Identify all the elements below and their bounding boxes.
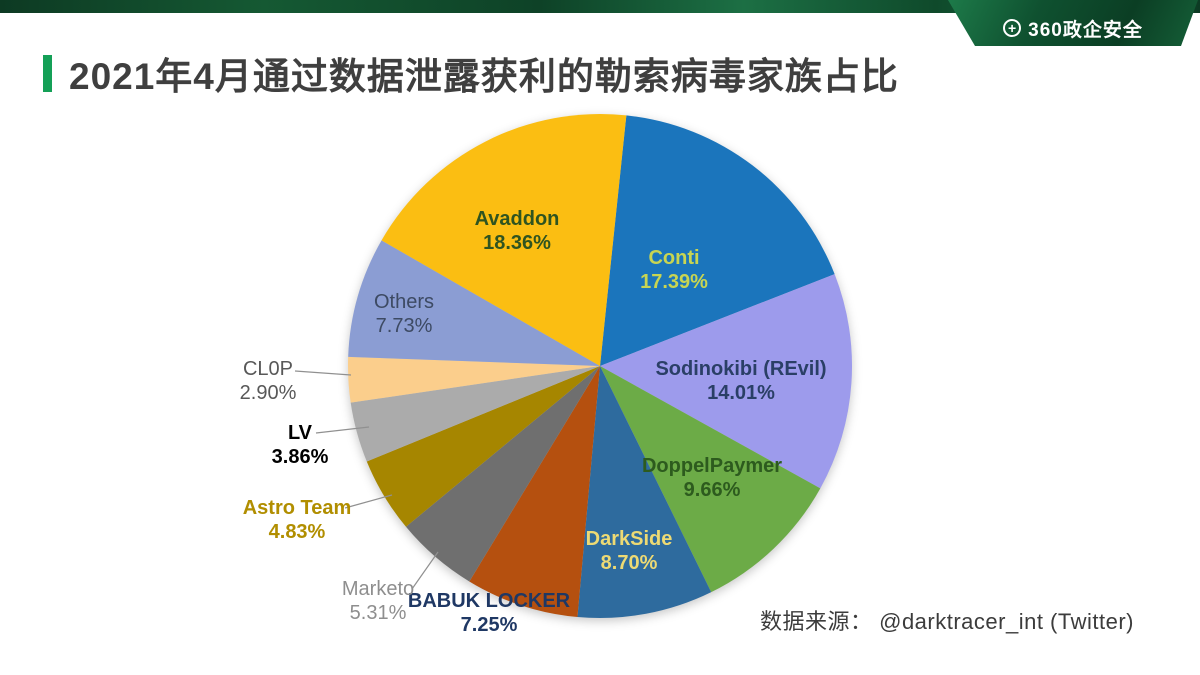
pie-slice-others [348, 240, 600, 366]
page-title: 2021年4月通过数据泄露获利的勒索病毒家族占比 [69, 56, 899, 97]
pie-slice-conti [600, 115, 835, 366]
leader-line-cl0p [294, 370, 352, 376]
pie-slices [348, 113, 852, 619]
leader-line-lv [315, 426, 370, 434]
logo-badge: + 360政企安全 [948, 0, 1198, 46]
pie-slice-marketo [405, 366, 600, 582]
pie-slice-lv [350, 366, 600, 462]
pie-slice-astro-team [366, 366, 600, 527]
data-source-note: 数据来源： @darktracer_int (Twitter) [760, 609, 1134, 634]
pie-slice-darkside [577, 366, 712, 619]
pie-slice-avaddon [381, 113, 627, 366]
pie-slice-sodinokibi-revil [600, 274, 852, 489]
top-green-bar [0, 0, 1200, 13]
title-row: 2021年4月通过数据泄露获利的勒索病毒家族占比 [43, 46, 899, 100]
pie-slice-babuk-locker [469, 366, 600, 617]
circle-plus-icon: + [1003, 19, 1021, 37]
pie-slice-doppelpaymer [600, 366, 821, 593]
logo-text: 360政企安全 [1028, 19, 1143, 41]
title-accent-bar [43, 54, 52, 92]
pie-slice-cl0p [348, 356, 600, 403]
leader-line-marketo [411, 551, 439, 590]
leader-line-astro-team [344, 494, 393, 509]
